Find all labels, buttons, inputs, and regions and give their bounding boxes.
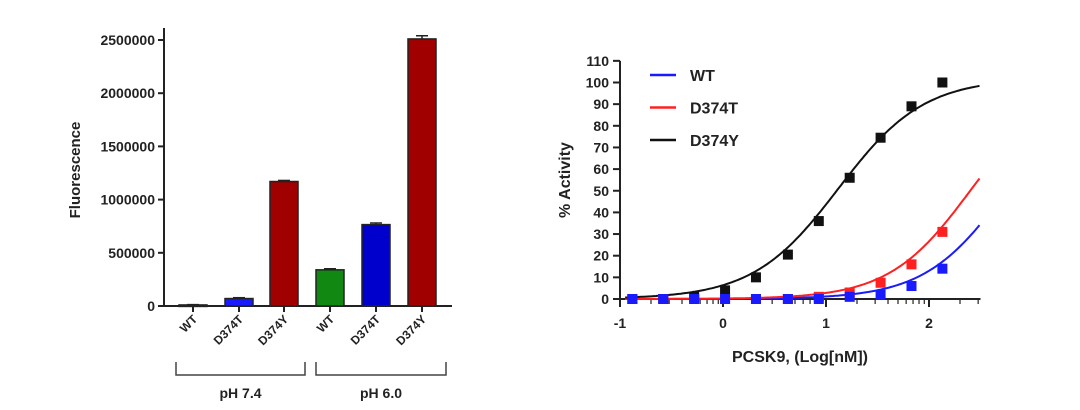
data-point-wt xyxy=(937,263,948,274)
line-x-tick-label: 0 xyxy=(719,315,727,331)
data-point-wt xyxy=(782,294,793,304)
legend-label: D374T xyxy=(690,101,738,118)
line-y-tick-label: 40 xyxy=(593,204,609,220)
data-point-wt xyxy=(875,289,886,300)
legend-label: WT xyxy=(690,68,715,85)
line-y-tick-label: 80 xyxy=(593,118,609,134)
bar-y-tick-label: 1000000 xyxy=(100,192,155,208)
line-y-tick-label: 100 xyxy=(586,75,610,91)
line-y-axis-label: % Activity xyxy=(557,142,574,218)
group-label: pH 6.0 xyxy=(360,385,402,401)
fit-curve-d374y xyxy=(625,84,980,299)
data-point-wt xyxy=(627,294,638,304)
bar-y-axis-label: Fluorescence xyxy=(67,122,84,219)
data-point-wt xyxy=(720,294,731,304)
data-point-d374t xyxy=(906,259,917,270)
data-point-d374y xyxy=(813,216,824,227)
group-label: pH 7.4 xyxy=(219,385,261,401)
group-bracket xyxy=(315,362,447,376)
fit-curve-d374t xyxy=(625,177,981,300)
data-point-d374y xyxy=(782,249,793,260)
line-x-tick-label: -1 xyxy=(614,315,627,331)
data-point-d374y xyxy=(750,272,761,283)
bar-y-tick-label: 2500000 xyxy=(100,32,155,48)
bar xyxy=(315,269,345,307)
bar-y-tick-label: 2000000 xyxy=(100,85,155,101)
line-y-tick-label: 110 xyxy=(586,53,609,69)
data-point-d374y xyxy=(875,132,886,143)
legend-label: D374Y xyxy=(690,133,739,150)
line-y-tick-label: 70 xyxy=(593,139,609,155)
line-y-tick-label: 30 xyxy=(593,226,609,242)
data-point-d374t xyxy=(875,277,886,288)
bar-y-tick-label: 500000 xyxy=(108,245,155,261)
fit-curve-wt xyxy=(625,224,981,300)
data-point-wt xyxy=(689,294,700,304)
data-point-wt xyxy=(658,294,669,304)
line-y-tick-label: 50 xyxy=(593,183,609,199)
bar xyxy=(361,223,391,307)
line-x-tick-label: 1 xyxy=(822,315,830,331)
data-point-d374y xyxy=(720,285,731,296)
bar xyxy=(269,180,299,307)
line-x-tick-label: 2 xyxy=(925,315,933,331)
line-y-tick-label: 20 xyxy=(593,248,609,264)
line-y-tick-label: 0 xyxy=(601,291,609,307)
data-point-d374y xyxy=(844,172,855,183)
data-point-wt xyxy=(844,291,855,302)
data-point-wt xyxy=(750,294,761,304)
group-bracket xyxy=(175,362,306,376)
bar-y-tick-label: 0 xyxy=(147,298,155,314)
data-point-d374t xyxy=(937,226,948,237)
line-x-axis-label: PCSK9, (Log[nM]) xyxy=(732,349,868,366)
line-y-tick-label: 10 xyxy=(593,269,609,285)
line-y-tick-label: 60 xyxy=(593,161,609,177)
data-point-d374y xyxy=(906,101,917,112)
data-point-d374y xyxy=(937,77,948,88)
bar-chart-fluorescence: Fluorescence 0 500000 1000000 1500000 200000… xyxy=(67,28,452,401)
line-y-tick-label: 90 xyxy=(593,96,609,112)
data-point-wt xyxy=(906,281,917,292)
data-point-wt xyxy=(813,294,824,304)
bar-y-tick-label: 1500000 xyxy=(100,138,155,154)
